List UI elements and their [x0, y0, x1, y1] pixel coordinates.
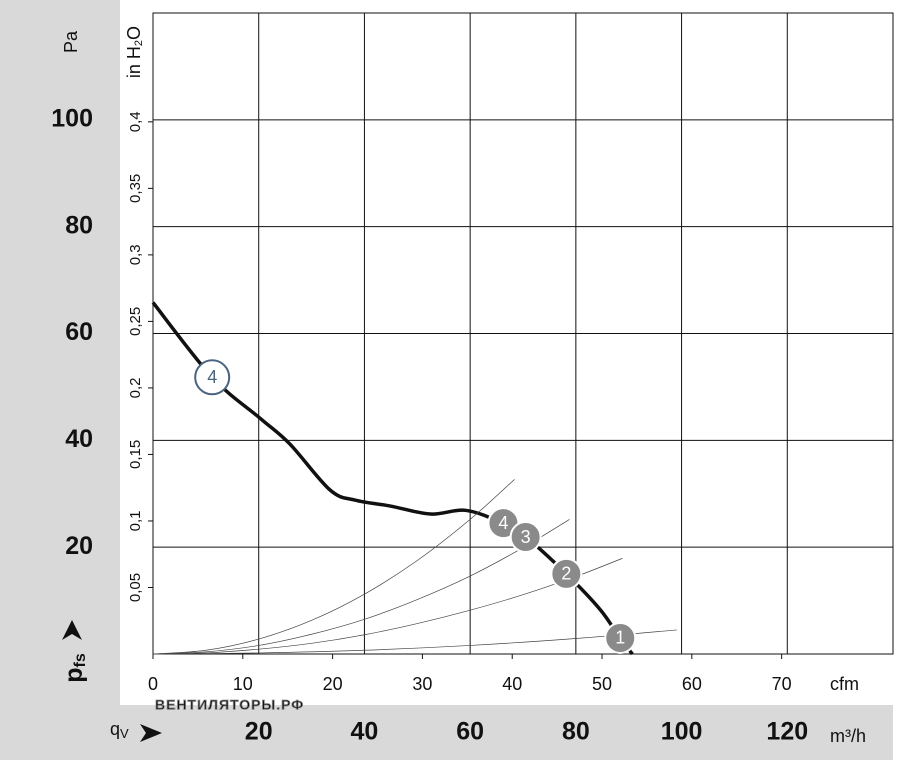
pressure-symbol-main: p [60, 667, 88, 682]
flow-symbol-sub: V [120, 726, 129, 741]
y-axis-label: Pa [61, 30, 81, 53]
series-line [152, 629, 677, 655]
y-tick-label: 20 [65, 532, 93, 560]
operating-point-label: 4 [207, 367, 217, 387]
x2-tick-label: 50 [592, 674, 612, 694]
x-axis-label: m³/h [830, 726, 866, 746]
x-tick-label: 100 [661, 718, 703, 746]
flow-symbol: qV [110, 719, 129, 742]
flow-symbol-main: q [110, 719, 120, 739]
x-tick-label: 20 [245, 718, 273, 746]
x2-tick-label: 30 [412, 674, 432, 694]
y2-tick-label: 0,35 [127, 174, 144, 203]
y-tick-label: 100 [51, 104, 93, 132]
x2-tick-label: 40 [502, 674, 522, 694]
x-tick-label: 80 [562, 718, 590, 746]
y2-tick-label: 0,1 [127, 511, 144, 532]
x2-tick-label: 10 [233, 674, 253, 694]
operating-point-label: 3 [521, 527, 531, 547]
x2-tick-label: 0 [148, 674, 158, 694]
pressure-symbol: pfs [60, 653, 90, 683]
y2-tick-label: 0,2 [127, 377, 144, 398]
y2-tick-label: 0,3 [127, 244, 144, 265]
y2-label-part: in H [124, 46, 144, 78]
y2-tick-label: 0,15 [127, 440, 144, 469]
operating-point-label: 2 [561, 564, 571, 584]
operating-point [194, 359, 231, 396]
y2-tick-label: 0,05 [127, 573, 144, 602]
pressure-symbol-sub: fs [72, 653, 89, 667]
series-line [152, 479, 515, 655]
left-panel [0, 0, 120, 760]
operating-point [604, 621, 637, 654]
series-line [151, 301, 634, 656]
y-tick-label: 80 [65, 211, 93, 239]
watermark: ВЕНТИЛЯТОРЫ.РФ [155, 697, 304, 713]
x2-axis-label: cfm [830, 674, 859, 694]
flow-arrow [140, 724, 162, 742]
operating-point [550, 557, 583, 590]
x-tick-label: 40 [351, 718, 379, 746]
series-line [152, 519, 570, 655]
series-line [152, 558, 623, 655]
x-tick-label: 120 [766, 718, 808, 746]
operating-point [509, 521, 542, 554]
operating-point-label: 4 [498, 513, 508, 533]
y2-tick-label: 0,4 [127, 111, 144, 132]
y2-axis-label: in H2O [124, 26, 145, 78]
x2-tick-label: 60 [682, 674, 702, 694]
pressure-arrow [62, 620, 82, 640]
y2-label-part: O [124, 26, 144, 40]
y-tick-label: 40 [65, 425, 93, 453]
y-tick-label: 60 [65, 318, 93, 346]
operating-point-label: 1 [615, 628, 625, 648]
x-tick-label: 60 [456, 718, 484, 746]
bottom-panel [120, 705, 893, 760]
y2-tick-label: 0,25 [127, 307, 144, 336]
y2-label-sub: 2 [133, 40, 145, 46]
x2-tick-label: 20 [323, 674, 343, 694]
x2-tick-label: 70 [772, 674, 792, 694]
